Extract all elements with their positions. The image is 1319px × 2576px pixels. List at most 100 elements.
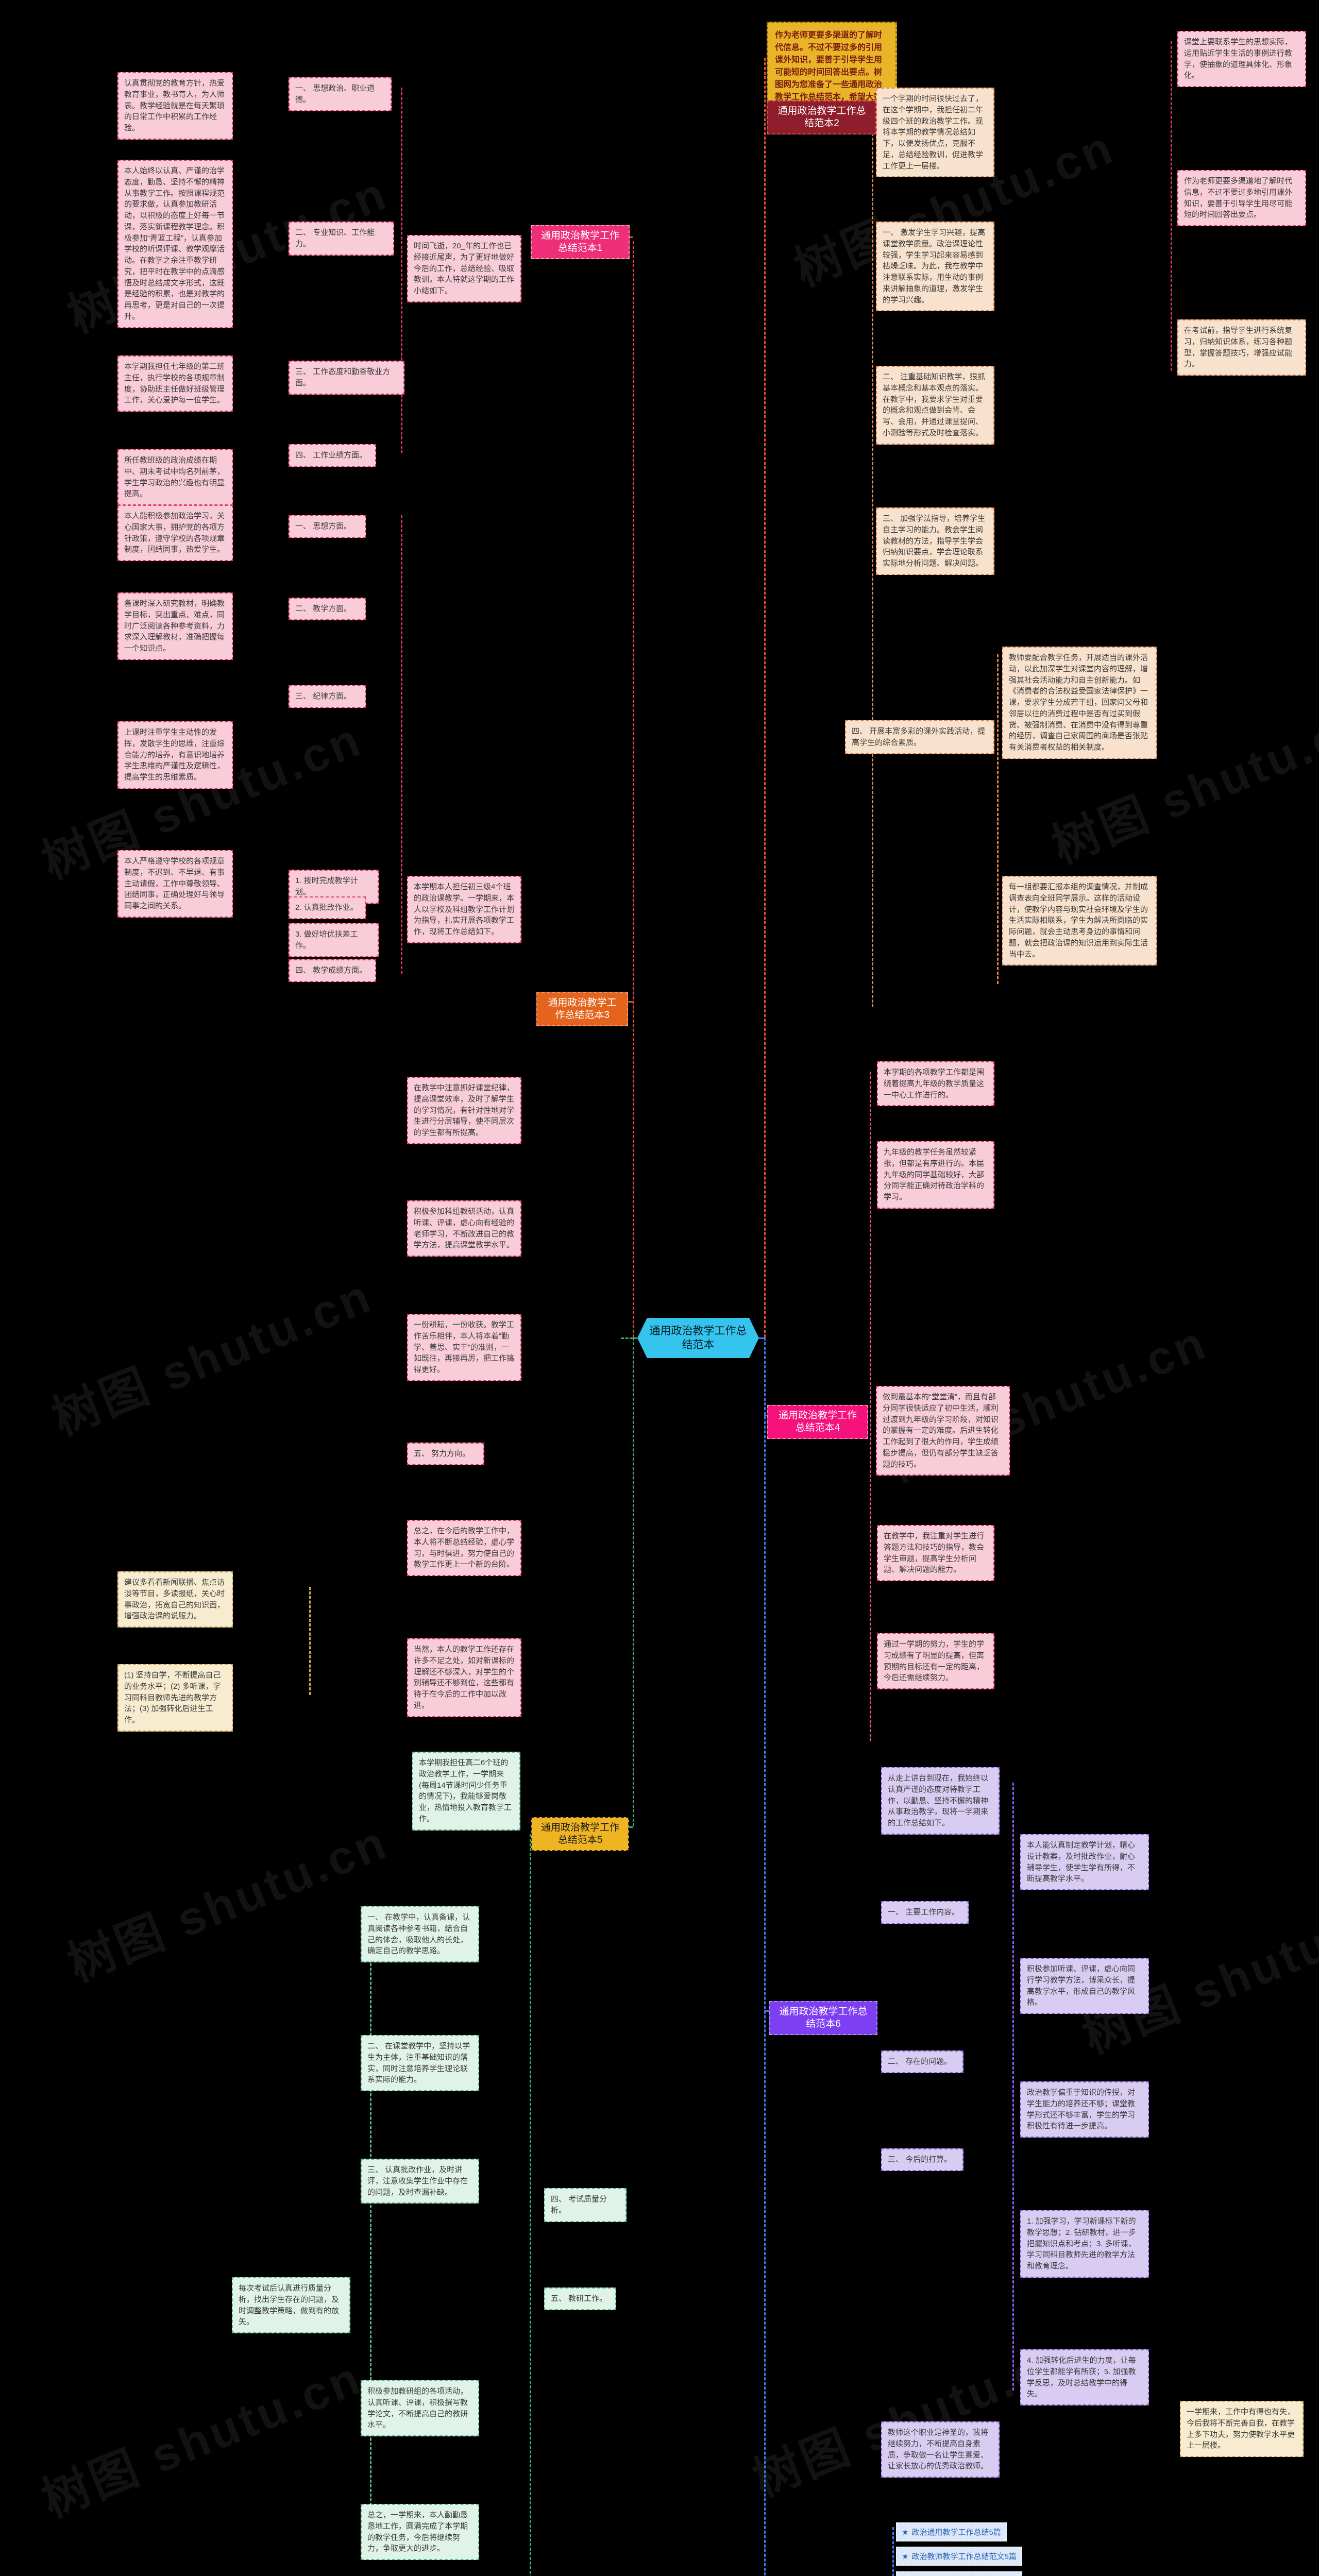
content-node[interactable]: 本人始终以认真、严谨的治学态度，勤恳、坚持不懈的精神从事教学工作。按照课程规范的…	[117, 160, 233, 328]
connector-line	[758, 1337, 764, 1339]
content-node[interactable]: 在教学中注意抓好课堂纪律，提高课堂效率，及时了解学生的学习情况，有针对性地对学生…	[407, 1077, 521, 1144]
content-node[interactable]: 五、 努力方向。	[407, 1443, 484, 1465]
content-node[interactable]: 一个学期的时间很快过去了，在这个学期中，我担任初二年级四个班的政治教学工作。现将…	[876, 88, 994, 178]
content-node[interactable]: 所任教班级的政治成绩在期中、期末考试中均名列前茅，学生学习政治的兴趣也有明显提高…	[117, 449, 233, 505]
connector-line	[401, 515, 402, 974]
mindmap-root-node[interactable]: 通用政治教学工作总结范本	[637, 1318, 759, 1358]
content-node[interactable]: 通过一学期的努力，学生的学习成绩有了明显的提高，但离预期的目标还有一定的距离，今…	[877, 1633, 994, 1689]
content-node[interactable]: 二、 教学方面。	[289, 598, 366, 620]
content-node[interactable]: 二、 存在的问题。	[881, 2050, 963, 2073]
content-node[interactable]: 建议多看看新闻联播、焦点访谈等节目，多读报纸，关心时事政治，拓宽自己的知识面，增…	[117, 1571, 233, 1628]
sticky-note[interactable]: 作为老师更要多渠道的了解时代信息。不过不要过多的引用课外知识，要善于引导学生用可…	[767, 22, 897, 124]
related-article-label: 政治教师教学工作总结范文5篇	[911, 2552, 1017, 2561]
content-node[interactable]: 2. 认真批改作业。	[289, 896, 366, 919]
content-node[interactable]: 五、 教研工作。	[544, 2287, 616, 2310]
branch-header-h3[interactable]: 通用政治教学工作总结范本3	[536, 992, 628, 1026]
content-node[interactable]: 四、 教学成绩方面。	[289, 959, 376, 982]
content-node[interactable]: 在考试前，指导学生进行系统复习，归纳知识体系，练习各种题型，掌握答题技巧，增强应…	[1177, 319, 1306, 376]
content-node[interactable]: 总之，在今后的教学工作中，本人将不断总结经验，虚心学习，与时俱进，努力使自己的教…	[407, 1520, 521, 1576]
content-node[interactable]: 总之，一学期来，本人勤勤恳恳地工作，圆满完成了本学期的教学任务，今后将继续努力，…	[361, 2504, 479, 2560]
content-node[interactable]: 三、 工作态度和勤奋敬业方面。	[289, 361, 404, 395]
connector-line	[1171, 41, 1172, 371]
connector-line	[370, 1917, 371, 2524]
content-node[interactable]: 本人严格遵守学校的各项规章制度，不迟到、不早退、有事主动请假，工作中尊敬领导、团…	[117, 850, 233, 918]
watermark: 树图 shutu.cn	[45, 1269, 380, 1446]
content-node[interactable]: 本学期本人担任初三级4个班的政治课教学。一学期来，本人以学校及科组教学工作计划为…	[407, 876, 521, 943]
content-node[interactable]: 四、 考试质量分析。	[544, 2188, 627, 2222]
content-node[interactable]: 四、 开展丰富多彩的课外实践活动，提高学生的综合素质。	[845, 720, 994, 754]
connector-line	[870, 1072, 871, 1741]
related-article-item[interactable]: ★ 政治通用教学工作总结5篇	[896, 2522, 1007, 2541]
content-node[interactable]: 三、 今后的打算。	[881, 2148, 963, 2171]
content-node[interactable]: 教师要配合教学任务，开展适当的课外活动，以此加深学生对课堂内容的理解，增强其社会…	[1002, 647, 1157, 759]
content-node[interactable]: 积极参加科组教研活动，认真听课、评课，虚心向有经验的老师学习，不断改进自己的教学…	[407, 1200, 521, 1257]
connector-line	[892, 2527, 894, 2576]
branch-header-h1[interactable]: 通用政治教学工作总结范本1	[531, 225, 630, 259]
content-node[interactable]: 每一组都要汇报本组的调查情况，并制成调查表向全班同学展示。这样的活动设计，使教学…	[1002, 876, 1157, 966]
content-node[interactable]: 一、 思想方面。	[289, 515, 366, 538]
content-node[interactable]: 每次考试后认真进行质量分析，找出学生存在的问题，及时调整教学策略，做到有的放矢。	[232, 2277, 350, 2333]
connector-line	[764, 1415, 767, 1416]
connector-line	[621, 1337, 637, 1339]
watermark: 树图 shutu.cn	[61, 1815, 396, 1992]
content-node[interactable]: 三、 加强学法指导，培养学生自主学习的能力。教会学生阅读教材的方法，指导学生学会…	[876, 507, 994, 575]
star-icon: ★	[902, 2528, 909, 2537]
connector-line	[628, 1001, 633, 1003]
content-node[interactable]: 一份耕耘，一份收获。教学工作苦乐相伴，本人将本着“勤学、善思、实干”的准则，一如…	[407, 1314, 521, 1381]
content-node[interactable]: 九年级的教学任务虽然较紧张，但都是有序进行的。本届九年级的同学基础较好，大部分同…	[877, 1141, 994, 1209]
content-node[interactable]: 从走上讲台到现在，我始终以认真严谨的态度对待教学工作，以勤恳、坚持不懈的精神从事…	[881, 1767, 1000, 1835]
branch-header-h2[interactable]: 通用政治教学工作总结范本2	[767, 100, 876, 134]
content-node[interactable]: 四、 工作业绩方面。	[289, 444, 376, 467]
content-node[interactable]: 二、 在课堂教学中，坚持以学生为主体，注重基础知识的落实，同时注意培养学生理论联…	[361, 2035, 479, 2091]
content-node[interactable]: 一学期来，工作中有得也有失，今后我将不断完善自我，在教学上多下功夫，努力使教学水…	[1180, 2401, 1304, 2457]
content-node[interactable]: 3. 做好培优扶差工作。	[289, 923, 379, 957]
content-node[interactable]: 积极参加教研组的各项活动，认真听课、评课，积极撰写教学论文，不断提高自己的教研水…	[361, 2380, 479, 2436]
content-node[interactable]: 二、 注重基础知识教学，狠抓基本概念和基本观点的落实。在教学中，我要求学生对重要…	[876, 366, 994, 445]
content-node[interactable]: 课堂上要联系学生的思想实际，运用贴近学生生活的事例进行教学，使抽象的道理具体化、…	[1177, 31, 1306, 87]
content-node[interactable]: 4. 加强转化后进生的力度，让每位学生都能学有所获；5. 加强教学反思，及时总结…	[1020, 2349, 1149, 2405]
content-node[interactable]: 时间飞逝，20_年的工作也已经接近尾声，为了更好地做好今后的工作，总结经验、吸取…	[407, 235, 521, 302]
content-node[interactable]: (1) 坚持自学，不断提高自己的业务水平；(2) 多听课，学习同科目教师先进的教…	[117, 1664, 233, 1732]
connector-line	[997, 654, 999, 984]
content-node[interactable]: 教师这个职业是神圣的，我将继续努力，不断提高自身素质，争取做一名让学生喜爱、让家…	[881, 2421, 1000, 2478]
connector-line	[309, 1587, 311, 1695]
content-node[interactable]: 本学期我担任高二6个班的政治教学工作，一学期来(每周14节课时间少任务重的情况下…	[412, 1752, 520, 1831]
content-node[interactable]: 一、 主要工作内容。	[881, 1901, 969, 1924]
content-node[interactable]: 1. 加强学习，学习新课标下新的教学思想；2. 钻研教材，进一步把握知识点和考点…	[1020, 2210, 1149, 2278]
connector-line	[530, 1834, 531, 2576]
content-node[interactable]: 当然，本人的教学工作还存在许多不足之处，如对新课标的理解还不够深入，对学生的个别…	[407, 1638, 521, 1717]
content-node[interactable]: 一、 激发学生学习兴趣，提高课堂教学质量。政治课理论性较强，学生学习起来容易感到…	[876, 222, 994, 312]
content-node[interactable]: 做到最基本的“堂堂清”，而且有部分同学很快适应了初中生活，顺利过渡到九年级的学习…	[876, 1386, 1010, 1476]
watermark: 树图 shutu.cn	[746, 2330, 1081, 2507]
content-node[interactable]: 上课时注重学生主动性的发挥，发散学生的思维，注重综合能力的培养，有意识地培养学生…	[117, 721, 233, 789]
related-article-item[interactable]: ★ 政治教师教学工作总结范文5篇	[896, 2547, 1022, 2566]
connector-line	[1012, 1783, 1014, 2391]
content-node[interactable]: 一、 在教学中，认真备课，认真阅读各种参考书籍，结合自己的体会，吸取他人的长处，…	[361, 1906, 479, 1962]
content-node[interactable]: 本学期我担任七年级的第二班主任，执行学校的各项规章制度，协助班主任做好班级管理工…	[117, 355, 233, 412]
content-node[interactable]: 政治教学偏重于知识的传授，对学生能力的培养还不够；课堂教学形式还不够丰富，学生的…	[1020, 2081, 1149, 2138]
connector-line	[764, 110, 767, 111]
watermark: 树图 shutu.cn	[35, 2351, 370, 2528]
content-node[interactable]: 三、 认真批改作业，及时讲评，注意收集学生作业中存在的问题，及时查漏补缺。	[361, 2159, 479, 2204]
related-article-item[interactable]: ★政治年度教学工作总结范文5篇	[896, 2571, 1022, 2576]
connector-line	[401, 88, 402, 453]
content-node[interactable]: 三、 纪律方面。	[289, 685, 366, 708]
star-icon: ★	[902, 2552, 909, 2561]
content-node[interactable]: 积极参加听课、评课，虚心向同行学习教学方法，博采众长，提高教学水平，形成自己的教…	[1020, 1958, 1149, 2014]
content-node[interactable]: 在教学中，我注重对学生进行答题方法和技巧的指导，教会学生审题，提高学生分析问题、…	[877, 1525, 994, 1581]
connector-line	[629, 1826, 633, 1828]
content-node[interactable]: 二、 专业知识、工作能力。	[289, 222, 394, 256]
branch-header-h6[interactable]: 通用政治教学工作总结范本6	[769, 2001, 877, 2035]
content-node[interactable]: 认真贯彻党的教育方针，热爱教育事业，教书育人，为人师表。教学经验就是在每天繁琐的…	[117, 72, 233, 140]
branch-header-h5[interactable]: 通用政治教学工作总结范本5	[531, 1817, 629, 1851]
connector-line	[630, 236, 633, 238]
related-article-label: 政治通用教学工作总结5篇	[911, 2528, 1001, 2537]
content-node[interactable]: 备课时深入研究教材，明确教学目标，突出重点、难点，同时广泛阅读各种参考资料，力求…	[117, 592, 233, 660]
branch-header-h4[interactable]: 通用政治教学工作总结范本4	[767, 1405, 868, 1439]
content-node[interactable]: 本人能积极参加政治学习，关心国家大事，拥护党的各项方针政策，遵守学校的各项规章制…	[117, 505, 233, 561]
content-node[interactable]: 一、 思想政治、职业道德。	[289, 77, 392, 111]
content-node[interactable]: 本人能认真制定教学计划，精心设计教案，及时批改作业，耐心辅导学生，使学生学有所得…	[1020, 1834, 1149, 1890]
content-node[interactable]: 作为老师更要多渠道地了解时代信息，不过不要过多地引用课外知识，要善于引导学生用尽…	[1177, 170, 1306, 226]
content-node[interactable]: 本学期的各项教学工作都是围绕着提高九年级的教学质量这一中心工作进行的。	[877, 1061, 994, 1107]
